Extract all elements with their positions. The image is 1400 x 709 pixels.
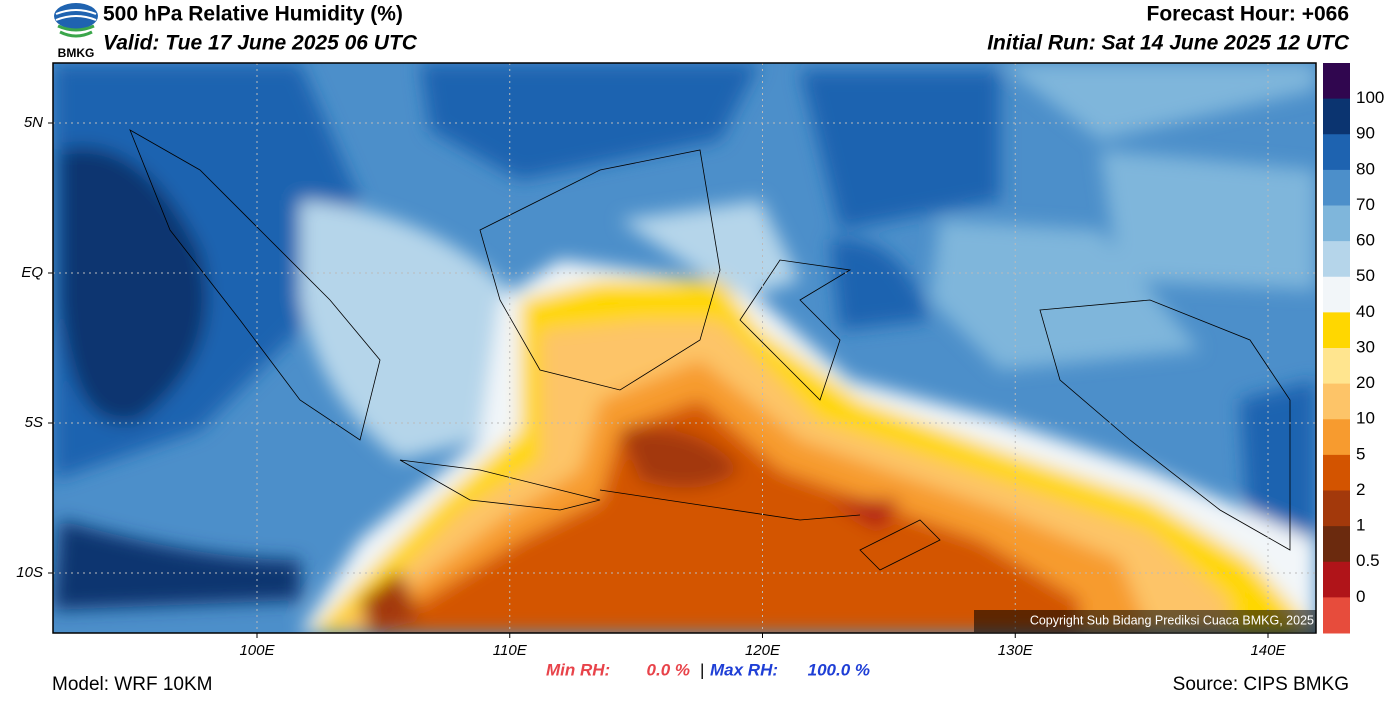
colorbar-segment <box>1323 490 1350 527</box>
lon-label: 110E <box>493 642 528 659</box>
colorbar-segment <box>1323 348 1350 385</box>
colorbar-label: 1 <box>1356 516 1365 535</box>
colorbar-label: 70 <box>1356 195 1375 214</box>
colorbar-label: 90 <box>1356 124 1375 143</box>
colorbar-label: 80 <box>1356 159 1375 178</box>
min-rh-value: 0.0 % <box>647 660 690 679</box>
min-rh-label: Min RH: <box>546 660 610 679</box>
colorbar-label: 30 <box>1356 337 1375 356</box>
colorbar-segment <box>1323 169 1350 206</box>
colorbar-label: 100 <box>1356 88 1384 107</box>
colorbar-label: 0.5 <box>1356 551 1380 570</box>
colorbar-label: 0 <box>1356 587 1365 606</box>
source: Source: CIPS BMKG <box>1173 674 1349 695</box>
lon-label: 120E <box>745 642 781 659</box>
colorbar-label: 10 <box>1356 409 1375 428</box>
copyright: Copyright Sub Bidang Prediksi Cuaca BMKG… <box>1030 613 1314 627</box>
colorbar-label: 2 <box>1356 480 1365 499</box>
colorbar-segment <box>1323 597 1350 634</box>
colorbar-segment <box>1323 276 1350 313</box>
lat-label: EQ <box>21 264 43 281</box>
lon-label: 140E <box>1250 642 1286 659</box>
graticule <box>53 63 1316 633</box>
axis-labels: 5N EQ 5S 10S 100E 110E 120E 130E 140E <box>16 114 1286 659</box>
lat-label: 5S <box>25 414 43 431</box>
colorbar-label: 40 <box>1356 302 1375 321</box>
colorbar-segment <box>1323 241 1350 278</box>
max-rh-value: 100.0 % <box>808 660 870 679</box>
colorbar-segment <box>1323 419 1350 456</box>
valid-time: Valid: Tue 17 June 2025 06 UTC <box>103 32 418 55</box>
humidity-field <box>53 63 1316 633</box>
forecast-hour: Forecast Hour: +066 <box>1147 3 1350 26</box>
lon-label: 130E <box>998 642 1034 659</box>
colorbar-label: 20 <box>1356 373 1375 392</box>
copyright-box <box>974 610 1316 632</box>
colorbar-label: 60 <box>1356 231 1375 250</box>
logo-text: BMKG <box>58 46 95 60</box>
colorbar-segment <box>1323 454 1350 491</box>
colorbar-label: 50 <box>1356 266 1375 285</box>
colorbar-segment <box>1323 561 1350 598</box>
colorbar-segment <box>1323 526 1350 563</box>
title: 500 hPa Relative Humidity (%) <box>103 3 403 26</box>
separator: | <box>700 660 704 679</box>
map-frame <box>52 62 1317 634</box>
lon-label: 100E <box>239 642 275 659</box>
lat-label: 10S <box>16 564 43 581</box>
colorbar-segment <box>1323 383 1350 420</box>
colorbar: 100 90 80 70 60 50 40 30 20 10 5 2 1 0.5 0 <box>1323 63 1384 634</box>
colorbar-segment <box>1323 63 1350 100</box>
colorbar-segment <box>1323 205 1350 242</box>
coastlines <box>129 129 1291 571</box>
lat-label: 5N <box>24 114 43 131</box>
colorbar-segment <box>1323 312 1350 349</box>
colorbar-segment <box>1323 134 1350 171</box>
logo: BMKG <box>54 3 98 60</box>
colorbar-label: 5 <box>1356 444 1365 463</box>
max-rh-label: Max RH: <box>710 660 778 679</box>
colorbar-segment <box>1323 98 1350 135</box>
model: Model: WRF 10KM <box>52 674 212 695</box>
initial-run: Initial Run: Sat 14 June 2025 12 UTC <box>987 32 1350 55</box>
